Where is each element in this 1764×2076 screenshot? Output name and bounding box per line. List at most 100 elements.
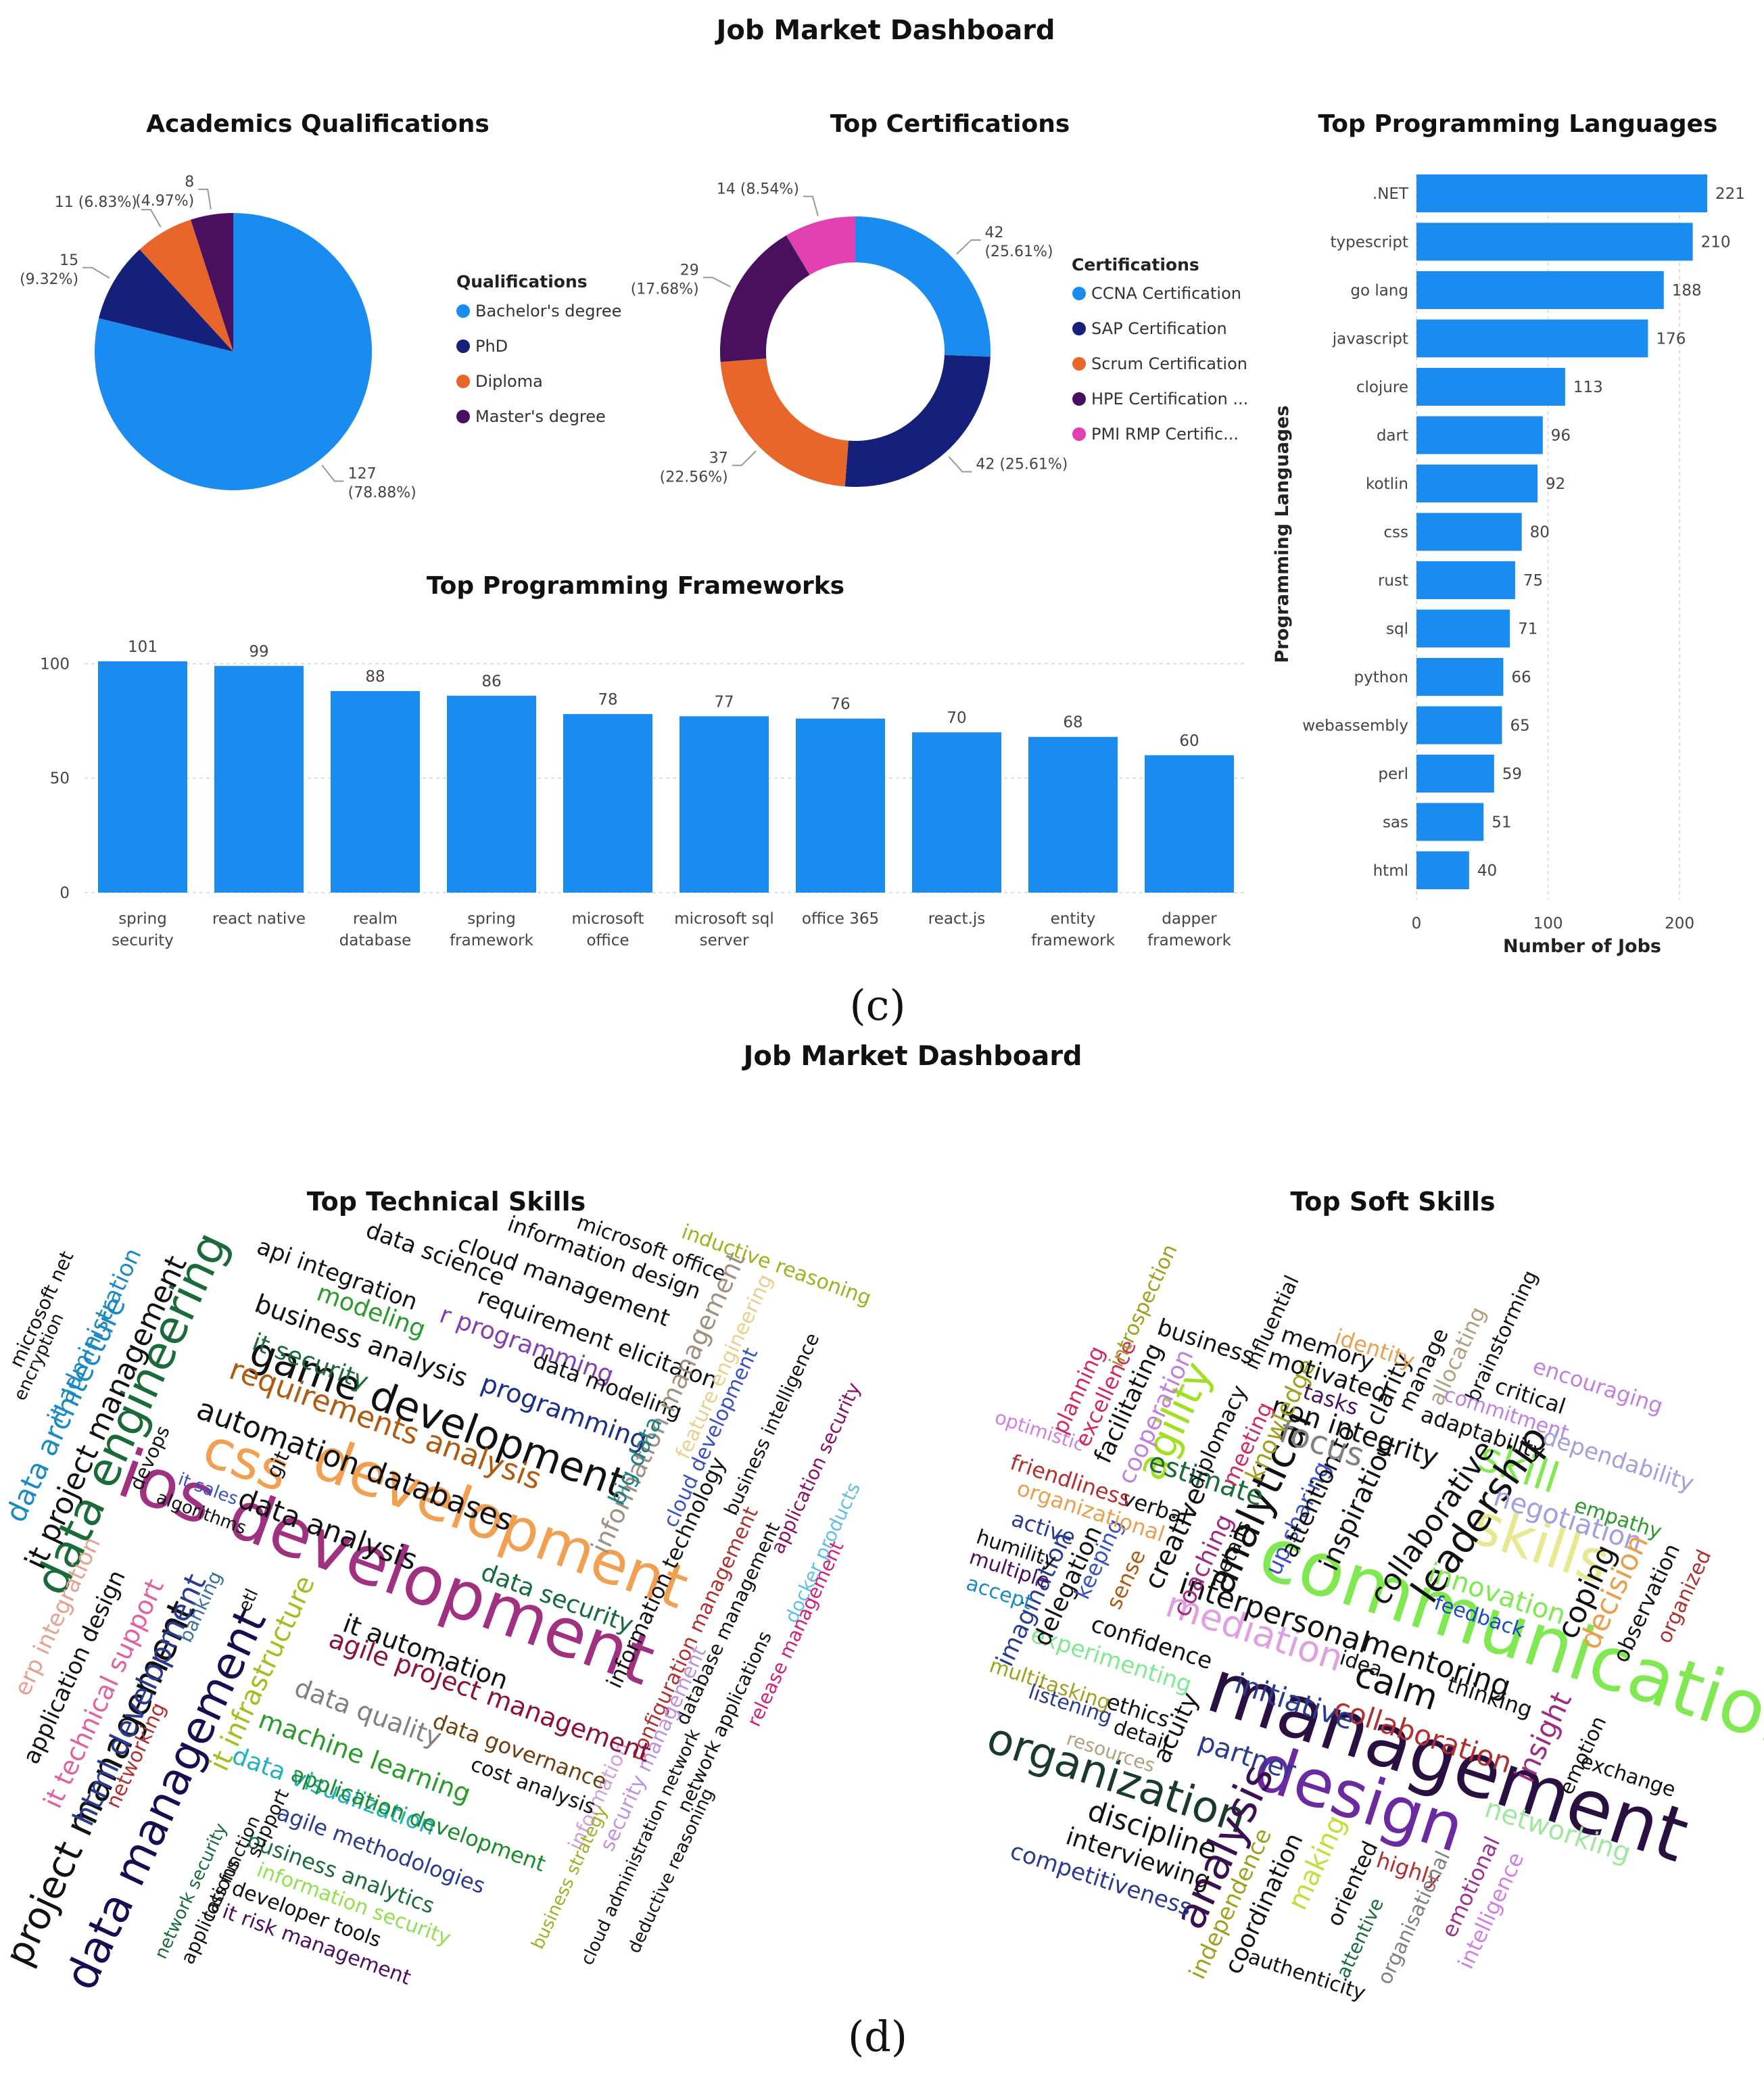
slice-value-label: 11 (6.83%) <box>55 194 137 211</box>
bar <box>1416 222 1693 261</box>
technical-skills-title: Top Technical Skills <box>307 1187 586 1217</box>
bar-value-label: 92 <box>1546 475 1565 493</box>
y-tick-label: 0 <box>59 884 70 902</box>
bar-value-label: 66 <box>1511 669 1531 686</box>
bar-value-label: 101 <box>128 638 158 656</box>
top-programming-languages-chart: Top Programming Languages 0 100 200 .NET 22… <box>1272 110 1745 957</box>
bar-value-label: 96 <box>1551 427 1571 445</box>
legend-item: PMI RMP Certific... <box>1091 425 1239 444</box>
legend-item: HPE Certification ... <box>1091 390 1248 408</box>
bar-value-label: 40 <box>1477 862 1497 880</box>
legend-item: Bachelor's degree <box>475 302 621 321</box>
dashboard-c-title: Job Market Dashboard <box>714 15 1055 46</box>
bar-value-label: 71 <box>1518 621 1537 638</box>
bar <box>563 713 652 893</box>
legend-swatch <box>456 410 470 423</box>
bar <box>1416 368 1565 406</box>
bar-value-label: 78 <box>598 691 617 709</box>
bar <box>1416 513 1522 551</box>
y-tick-label: python <box>1354 669 1408 686</box>
legend-swatch <box>456 375 470 388</box>
slice-value-label: 127 <box>348 465 377 482</box>
leader-line <box>82 266 110 279</box>
slice-value-label: 14 (8.54%) <box>717 181 799 198</box>
bar <box>214 665 304 893</box>
bar-value-label: 188 <box>1672 282 1702 300</box>
legend-item: CCNA Certification <box>1091 284 1241 303</box>
bar-value-label: 88 <box>365 668 385 686</box>
slice-percent-label: (25.61%) <box>984 243 1053 260</box>
slice-value-label: 8 <box>185 174 194 191</box>
bar <box>1028 736 1118 893</box>
slice-percent-label: (22.56%) <box>660 469 728 486</box>
y-tick-label: sas <box>1383 814 1408 832</box>
legend-swatch <box>1072 287 1086 300</box>
bar <box>1145 755 1234 893</box>
y-tick-label: typescript <box>1331 234 1408 252</box>
bar-value-label: 65 <box>1510 717 1529 735</box>
bar <box>1416 271 1664 309</box>
x-tick-label: framework <box>450 932 534 949</box>
bar <box>680 716 769 893</box>
pie-slice <box>786 216 855 275</box>
y-tick-label: perl <box>1378 765 1408 783</box>
x-tick-label: spring <box>118 910 167 928</box>
y-tick-label: kotlin <box>1366 475 1408 493</box>
x-tick-label: entity <box>1051 910 1096 928</box>
pie-slice <box>191 213 233 352</box>
legend-item: Diploma <box>475 372 543 391</box>
x-tick-label: server <box>700 932 749 949</box>
x-tick-label: react native <box>212 910 306 928</box>
certifications-legend-title: Certifications <box>1072 255 1199 275</box>
certifications-chart-title: Top Certifications <box>830 110 1070 138</box>
bar-value-label: 77 <box>714 693 734 711</box>
legend-swatch <box>1072 392 1086 406</box>
bar <box>447 695 536 893</box>
slice-percent-label: (78.88%) <box>348 484 416 501</box>
y-tick-label: dart <box>1377 427 1408 445</box>
bar-value-label: 51 <box>1492 814 1511 832</box>
soft-skills-title: Top Soft Skills <box>1290 1187 1495 1217</box>
top-certifications-chart: Top Certifications 42 (25.61%) 42 (25.61%)… <box>631 110 1248 487</box>
bar <box>1416 706 1502 745</box>
bar <box>98 661 187 893</box>
bar <box>1416 803 1484 841</box>
x-tick-label: 200 <box>1665 915 1694 933</box>
y-tick-label: 100 <box>40 655 70 673</box>
y-tick-label: clojure <box>1356 379 1408 396</box>
y-tick-label: go lang <box>1350 282 1408 300</box>
pie-slice <box>99 249 233 352</box>
legend-item: SAP Certification <box>1091 319 1227 338</box>
leader-line <box>321 465 344 482</box>
x-tick-label: framework <box>1031 932 1116 949</box>
languages-y-axis-label: Programming Languages <box>1272 405 1293 663</box>
x-tick-label: security <box>112 932 174 949</box>
bar-value-label: 113 <box>1573 379 1603 396</box>
y-tick-label: html <box>1373 862 1408 880</box>
x-tick-label: office 365 <box>802 910 879 928</box>
x-tick-label: database <box>339 932 412 949</box>
slice-percent-label: (17.68%) <box>631 281 699 298</box>
x-tick-label: microsoft <box>571 910 644 928</box>
bar <box>1416 851 1469 889</box>
top-programming-frameworks-chart: Top Programming Frameworks 0 50 100 101 spr… <box>40 572 1247 949</box>
bar-value-label: 99 <box>249 643 268 661</box>
legend-swatch <box>456 339 470 353</box>
bar <box>1416 561 1515 599</box>
slice-value-label: 15 <box>59 252 78 269</box>
leader-line <box>141 208 162 228</box>
slice-percent-label: (4.97%) <box>135 193 194 210</box>
bar <box>1416 174 1707 212</box>
legend-item: PhD <box>475 337 508 356</box>
academics-chart-title: Academics Qualifications <box>146 110 490 138</box>
y-tick-label: webassembly <box>1302 717 1408 735</box>
legend-swatch <box>456 304 470 318</box>
leader-line <box>702 277 731 288</box>
bar-value-label: 86 <box>481 673 501 690</box>
bar <box>1416 319 1648 358</box>
bar-value-label: 68 <box>1063 714 1082 732</box>
legend-swatch <box>1072 427 1086 441</box>
slice-value-label: 37 <box>709 450 728 467</box>
academics-qualifications-chart: Academics Qualifications 127 (78.88%) 15 (9… <box>20 110 621 501</box>
